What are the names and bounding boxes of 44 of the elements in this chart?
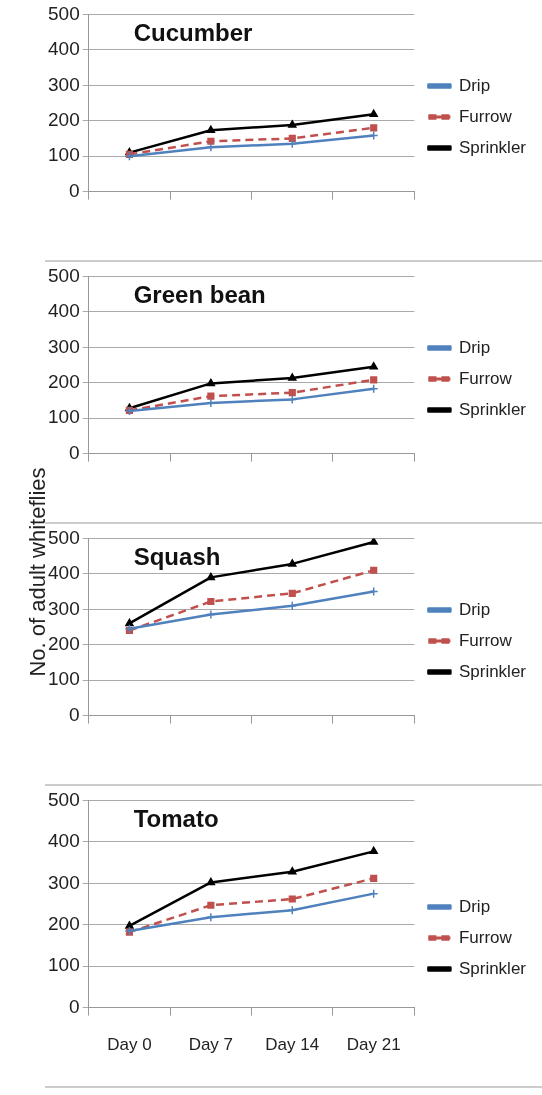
legend-label: Drip	[458, 599, 491, 619]
x-tick-label: Day 14	[265, 1035, 320, 1055]
legend-label: Drip	[458, 337, 491, 357]
y-tick-label: 300	[48, 871, 80, 893]
legend-label: Furrow	[458, 106, 513, 126]
chart-title: Squash	[133, 543, 221, 571]
y-tick-label: 200	[48, 108, 80, 130]
y-tick-label: 300	[48, 73, 80, 95]
legend-label: Sprinkler	[458, 958, 527, 978]
legend-label: Sprinkler	[458, 137, 527, 157]
y-tick-label: 100	[48, 144, 80, 166]
y-tick-label: 0	[69, 703, 80, 725]
chart-title: Cucumber	[133, 19, 253, 47]
y-tick-label: 500	[48, 788, 80, 810]
y-tick-label: 200	[48, 632, 80, 654]
y-tick-label: 400	[48, 300, 80, 322]
y-tick-label: 500	[48, 526, 80, 548]
y-tick-label: 200	[48, 370, 80, 392]
y-tick-label: 0	[69, 995, 80, 1017]
y-tick-label: 400	[48, 830, 80, 852]
chart-title: Green bean	[133, 281, 266, 309]
y-tick-label: 500	[48, 2, 80, 24]
legend-label: Drip	[458, 896, 491, 916]
y-tick-label: 0	[69, 441, 80, 463]
x-tick-label: Day 21	[346, 1035, 401, 1055]
y-tick-label: 100	[48, 954, 80, 976]
y-tick-label: 200	[48, 912, 80, 934]
y-tick-label: 100	[48, 668, 80, 690]
y-tick-label: 0	[69, 179, 80, 201]
legend-label: Furrow	[458, 368, 513, 388]
y-tick-label: 300	[48, 597, 80, 619]
x-tick-label: Day 7	[188, 1035, 234, 1055]
legend-label: Sprinkler	[458, 661, 527, 681]
y-tick-label: 300	[48, 335, 80, 357]
y-tick-label: 100	[48, 406, 80, 428]
chart-title: Tomato	[133, 805, 219, 833]
legend-label: Furrow	[458, 927, 513, 947]
legend-label: Sprinkler	[458, 399, 527, 419]
y-tick-label: 400	[48, 38, 80, 60]
x-tick-label: Day 0	[107, 1035, 152, 1055]
y-tick-label: 400	[48, 562, 80, 584]
legend-label: Drip	[458, 75, 491, 95]
legend-label: Furrow	[458, 630, 513, 650]
y-tick-label: 500	[48, 264, 80, 286]
